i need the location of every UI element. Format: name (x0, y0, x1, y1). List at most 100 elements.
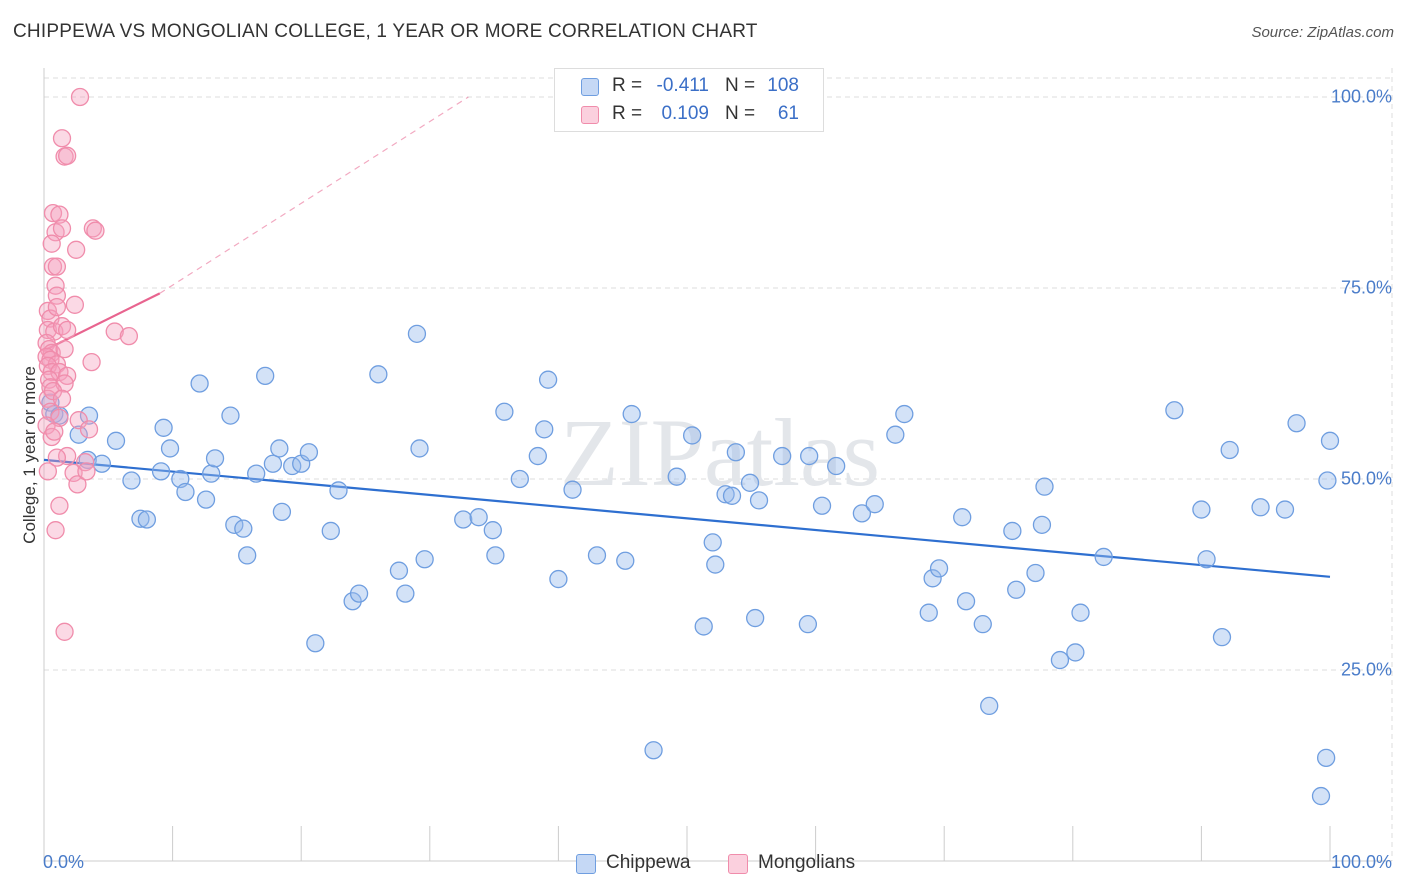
chippewa-point (79, 406, 99, 425)
mongolians-point (45, 422, 64, 441)
mongolians-point (77, 462, 96, 481)
axis-layer (43, 68, 1392, 862)
chippewa-legend-swatch (576, 854, 596, 874)
chippewa-point (454, 510, 473, 529)
chippewa-point (667, 467, 686, 486)
chippewa-point (486, 546, 505, 565)
chippewa-point (919, 603, 938, 622)
r-value: 0.109 (661, 103, 709, 124)
chippewa-point (798, 615, 818, 634)
mongolians-point (68, 475, 87, 494)
chippewa-point (538, 370, 558, 389)
chart-title: CHIPPEWA VS MONGOLIAN COLLEGE, 1 YEAR OR… (13, 21, 758, 42)
chippewa-point (321, 521, 340, 541)
mongolians-point (50, 205, 69, 224)
chippewa-point (238, 546, 257, 565)
chippewa-point (706, 555, 725, 574)
chippewa-point (495, 402, 514, 421)
chippewa-point (270, 439, 289, 458)
chippewa-point (483, 521, 502, 540)
stats-row-chippewa: R = -0.411 N = 108 (555, 73, 823, 99)
chippewa-point (895, 404, 914, 424)
r-value: -0.411 (656, 75, 709, 96)
source-label: Source: ZipAtlas.com (1251, 24, 1394, 41)
chippewa-point (1032, 515, 1052, 534)
chippewa-point (973, 615, 992, 634)
chippewa-point (131, 509, 150, 528)
chippewa-point (263, 454, 283, 473)
chippewa-point (549, 569, 568, 589)
chippewa-point (389, 561, 409, 580)
mongolians-point (50, 496, 69, 515)
chippewa-point (106, 431, 126, 450)
chippewa-point (726, 443, 746, 462)
y-tick-label-50: 50.0% (1340, 468, 1392, 489)
chippewa-point (299, 443, 319, 462)
chippewa-point (469, 508, 488, 527)
chippewa-point (1035, 477, 1054, 496)
mongolians-point (57, 320, 77, 340)
chippewa-point (616, 551, 635, 570)
mongolians-point (70, 87, 90, 107)
chippewa-point (980, 696, 999, 716)
chippewa-point (256, 366, 275, 386)
chippewa-point (1251, 498, 1270, 517)
chippewa-point (190, 374, 209, 393)
chippewa-point (953, 508, 972, 527)
chippewa-point (563, 480, 582, 499)
chippewa-point (410, 439, 429, 458)
chippewa-point (535, 420, 554, 439)
chippewa-point (800, 446, 819, 466)
r-label: R = (612, 103, 643, 124)
chippewa-point (929, 559, 949, 578)
mongolians-trend-extension (159, 96, 469, 294)
legend-label-chippewa: Chippewa (606, 852, 691, 873)
chippewa-point (137, 510, 157, 529)
chippewa-point (510, 469, 529, 489)
chippewa-trend-line (43, 458, 1331, 578)
chippewa-point (923, 569, 942, 588)
chippewa-point (1007, 580, 1026, 599)
chippewa-point (306, 634, 325, 653)
y-tick-label-75: 75.0% (1340, 277, 1392, 298)
chippewa-point (225, 515, 244, 534)
chippewa-point (1311, 786, 1331, 806)
chippewa-point (644, 741, 663, 760)
mongolians-point (52, 389, 72, 408)
chippewa-point (956, 592, 976, 611)
chippewa-point (1275, 500, 1295, 519)
chippewa-point (1197, 550, 1216, 569)
mongolians-point (38, 320, 58, 340)
chippewa-point (1003, 521, 1022, 541)
chippewa-point (682, 426, 702, 445)
chippewa-point (202, 464, 221, 483)
chippewa-point (1026, 563, 1045, 583)
chippewa-point (1050, 650, 1070, 670)
n-label: N = (725, 103, 756, 124)
chippewa-point (69, 425, 88, 444)
n-value: 61 (777, 103, 799, 124)
mongolians-point (82, 352, 101, 372)
mongolians-point (47, 448, 67, 467)
chippewa-point (154, 418, 173, 437)
mongolians-point (47, 297, 67, 317)
chippewa-point (272, 502, 292, 522)
chippewa-point (865, 495, 884, 514)
chippewa-point (812, 496, 832, 515)
n-value: 108 (767, 75, 799, 96)
mongolians-point (105, 322, 124, 341)
mongolians-point (55, 339, 74, 359)
mongolians-point (67, 240, 86, 259)
chippewa-point (205, 449, 225, 468)
points-layer (37, 87, 1340, 806)
mongolians-point (55, 622, 74, 641)
r-label: R = (612, 75, 643, 96)
chippewa-point (196, 490, 216, 509)
chippewa-point (622, 404, 641, 424)
chippewa-point (773, 446, 792, 466)
chippewa-point (1094, 547, 1113, 567)
mongolians-point (76, 453, 95, 472)
chippewa-point (716, 485, 735, 504)
x-tick-label-min: 0.0% (43, 852, 85, 872)
